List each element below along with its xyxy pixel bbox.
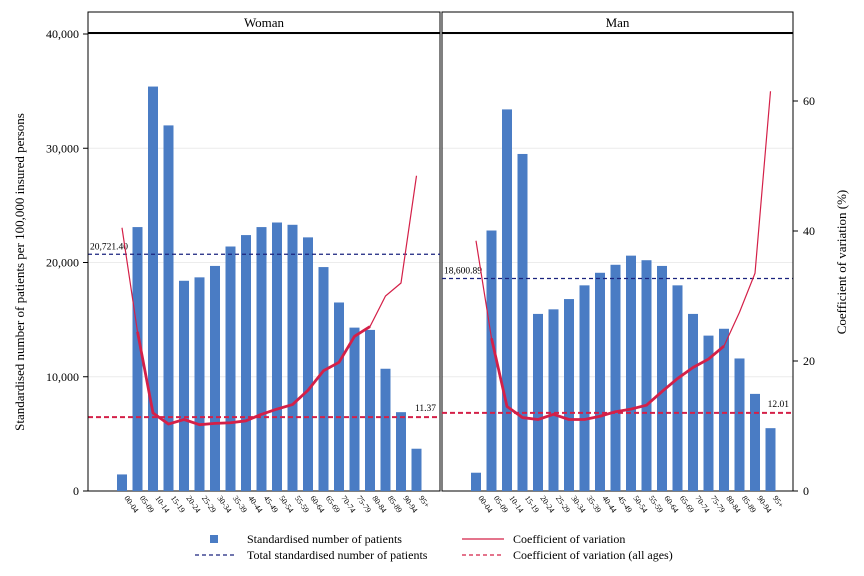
bar — [626, 255, 636, 491]
bar — [241, 235, 251, 491]
total-patients-label: 20,721.40 — [90, 242, 128, 252]
bar — [579, 285, 590, 491]
y-tick-label-right: 20 — [803, 354, 815, 368]
cv-line-thick — [490, 337, 725, 421]
bar — [194, 277, 205, 491]
bar — [750, 393, 760, 491]
bar — [688, 313, 698, 491]
bar — [365, 329, 375, 491]
bar — [719, 328, 729, 491]
bar — [334, 302, 344, 491]
bar — [287, 224, 298, 492]
legend-label-bar: Standardised number of patients — [247, 532, 402, 546]
bar — [318, 267, 329, 491]
legend-label-cv: Coefficient of variation — [513, 532, 625, 546]
bar — [163, 125, 174, 492]
bar — [225, 246, 236, 491]
y-tick-label-right: 60 — [803, 94, 815, 108]
panel-title: Man — [606, 15, 630, 30]
bar — [502, 109, 512, 491]
bar — [396, 412, 406, 491]
bar — [272, 222, 282, 491]
y-tick-label-left: 10,000 — [46, 370, 79, 384]
bar — [765, 428, 776, 491]
bar — [486, 230, 497, 491]
bar — [734, 358, 745, 491]
cv-line-thick — [136, 325, 371, 427]
legend: Standardised number of patients Coefficie… — [195, 532, 673, 562]
bar — [132, 227, 143, 491]
bar — [610, 264, 621, 491]
bar — [672, 285, 683, 491]
bar — [148, 86, 158, 492]
bar — [564, 299, 574, 491]
bar — [533, 313, 543, 491]
bar — [411, 448, 422, 491]
cv-all-ages-label: 12.01 — [768, 400, 790, 410]
bar — [179, 280, 189, 491]
legend-label-total: Total standardised number of patients — [247, 548, 428, 562]
bar — [471, 472, 481, 491]
bar — [349, 327, 360, 491]
legend-marker-bar — [210, 535, 218, 543]
bar — [256, 227, 267, 491]
bar — [303, 237, 313, 491]
bar — [548, 309, 559, 491]
total-patients-label: 18,600.89 — [444, 266, 482, 276]
y-axis-label-left: Standardised number of patients per 100,… — [12, 113, 27, 431]
y-tick-label-right: 0 — [803, 484, 809, 498]
panel-layer: Woman20,721.4011.3700-0405-0910-1415-192… — [87, 11, 794, 514]
bar — [380, 368, 391, 491]
y-tick-label-left: 30,000 — [46, 141, 79, 155]
axis-layer: 0 10,000 20,000 30,000 40,000 0 20 40 60 — [46, 12, 815, 498]
bar — [517, 153, 528, 491]
bar — [117, 474, 127, 491]
y-tick-label-left: 40,000 — [46, 27, 79, 41]
cv-all-ages-label: 11.37 — [415, 404, 436, 414]
panel-title: Woman — [244, 15, 285, 30]
bar — [641, 260, 652, 491]
legend-label-cv-all: Coefficient of variation (all ages) — [513, 548, 673, 562]
y-tick-label-left: 20,000 — [46, 256, 79, 270]
panel-woman: Woman20,721.4011.3700-0405-0910-1415-192… — [87, 11, 441, 514]
y-axis-label-right: Coefficient of variation (%) — [834, 190, 849, 335]
y-tick-label-right: 40 — [803, 224, 815, 238]
y-tick-label-left: 0 — [73, 484, 79, 498]
panel-man: Man18,600.8912.0100-0405-0910-1415-1920-… — [441, 11, 794, 514]
bar — [595, 272, 605, 491]
bar — [210, 265, 220, 491]
bar — [657, 265, 667, 491]
